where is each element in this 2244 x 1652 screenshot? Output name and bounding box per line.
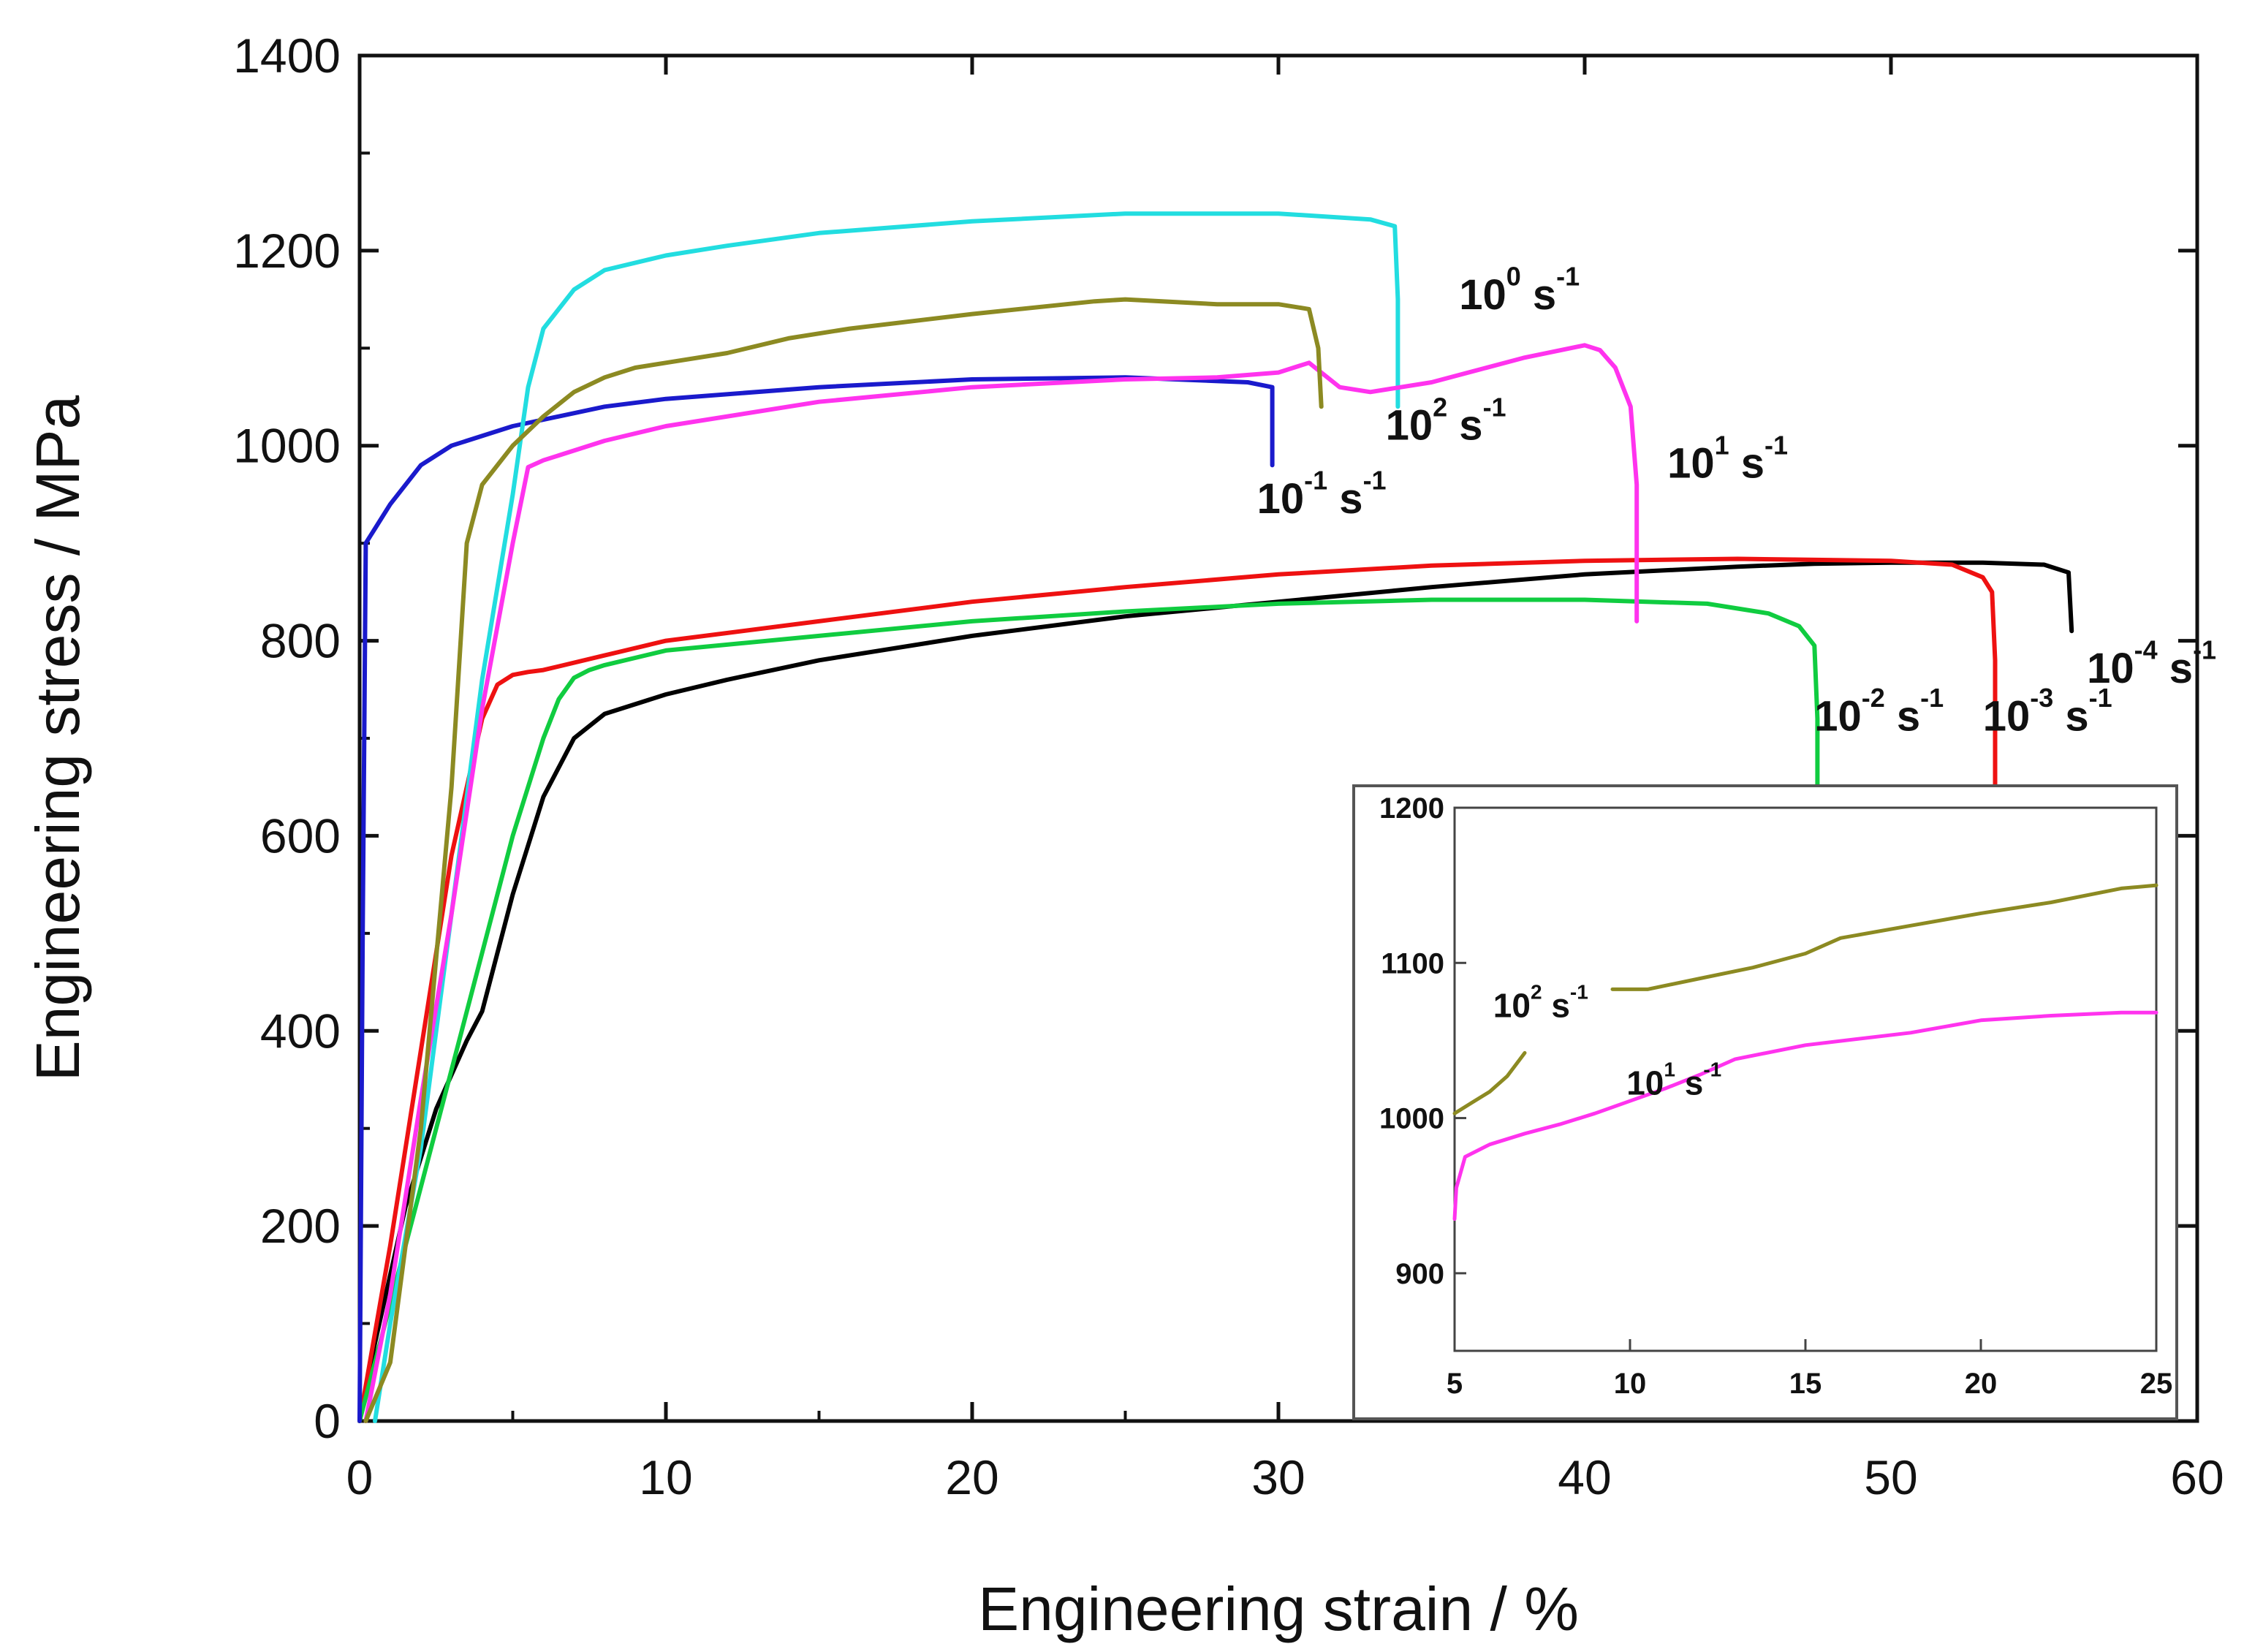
y-tick-label: 1000 — [233, 419, 341, 473]
inset-rate-label-0-exp: 2 — [1531, 980, 1542, 1003]
y-tick-label: 0 — [314, 1394, 341, 1448]
x-tick-label: 0 — [346, 1450, 374, 1504]
rate-label-0: 10-4 s-1 — [2087, 635, 2216, 692]
rate-label-3: 10-1 s-1 — [1257, 465, 1387, 522]
rate-label-3-unit: s — [1327, 475, 1362, 523]
y-axis-title: Engineering stress / MPa — [23, 395, 92, 1081]
rate-label-1-unit-exp: -1 — [2089, 683, 2112, 713]
x-tick-label: 50 — [1864, 1450, 1917, 1504]
x-tick-label: 40 — [1558, 1450, 1611, 1504]
rate-label-2: 10-2 s-1 — [1814, 683, 1944, 740]
rate-label-0-unit: s — [2158, 645, 2193, 692]
rate-label-2-unit: s — [1885, 692, 1920, 740]
inset-rate-label-0-unit: s — [1542, 987, 1570, 1025]
x-axis-title: Engineering strain / % — [978, 1575, 1579, 1643]
rate-label-3-exp: -1 — [1304, 465, 1327, 495]
rate-label-1: 10-3 s-1 — [1983, 683, 2112, 740]
rate-label-4-base: 10 — [1459, 271, 1506, 319]
series-line-5 — [363, 343, 1640, 1423]
inset-x-tick-label: 5 — [1447, 1368, 1463, 1400]
inset-series-line-0-1 — [1610, 883, 2158, 991]
rate-label-6: 102 s-1 — [1386, 392, 1506, 449]
x-tick-label: 20 — [945, 1450, 998, 1504]
inset-frame — [1352, 784, 2178, 1420]
rate-label-3-unit-exp: -1 — [1363, 465, 1387, 495]
inset-rate-label-0-base: 10 — [1493, 987, 1531, 1025]
series-line-2 — [357, 597, 1820, 1423]
y-tick-label: 400 — [260, 1004, 341, 1058]
x-tick-label: 60 — [2170, 1450, 2224, 1504]
series-line-6 — [363, 297, 1324, 1423]
x-tick-label: 10 — [639, 1450, 692, 1504]
rate-label-5-unit: s — [1729, 440, 1765, 488]
rate-label-6-exp: 2 — [1433, 392, 1447, 422]
rate-label-4-unit-exp: -1 — [1556, 262, 1580, 292]
inset-series-line-1-0 — [1452, 1010, 2158, 1221]
inset-rate-label-1-unit-exp: -1 — [1703, 1058, 1721, 1081]
inset-y-tick-label: 900 — [1395, 1258, 1444, 1290]
rate-label-2-unit-exp: -1 — [1920, 683, 1944, 713]
rate-label-4-unit: s — [1521, 271, 1556, 319]
rate-label-0-unit-exp: -1 — [2193, 635, 2216, 665]
rate-label-6-unit-exp: -1 — [1483, 392, 1506, 422]
rate-label-3-base: 10 — [1257, 475, 1305, 523]
rate-label-0-base: 10 — [2087, 645, 2134, 692]
rate-label-2-exp: -2 — [1862, 683, 1885, 713]
rate-label-6-base: 10 — [1386, 402, 1433, 450]
rate-label-1-exp: -3 — [2030, 683, 2053, 713]
rate-label-5-exp: 1 — [1715, 430, 1729, 460]
x-tick-label: 30 — [1251, 1450, 1305, 1504]
rate-label-5: 101 s-1 — [1667, 430, 1788, 487]
rate-label-2-base: 10 — [1814, 692, 1862, 740]
y-tick-label: 600 — [260, 808, 341, 863]
y-tick-label: 1200 — [233, 224, 341, 278]
inset-y-tick-label: 1000 — [1379, 1103, 1444, 1135]
inset-rate-label-1-base: 10 — [1626, 1064, 1664, 1102]
inset-x-tick-label: 25 — [2140, 1368, 2173, 1400]
inset-y-tick-label: 1200 — [1379, 792, 1444, 825]
inset-rate-label-0: 102 s-1 — [1493, 980, 1588, 1024]
rate-label-1-base: 10 — [1983, 692, 2031, 740]
rate-label-5-unit-exp: -1 — [1765, 430, 1788, 460]
rate-label-4: 100 s-1 — [1459, 262, 1580, 319]
y-tick-label: 1400 — [233, 29, 341, 83]
inset-x-tick-label: 20 — [1965, 1368, 1998, 1400]
inset-y-tick-label: 1100 — [1381, 947, 1444, 980]
inset-x-tick-label: 15 — [1789, 1368, 1822, 1400]
inset-rate-label-0-unit-exp: -1 — [1570, 980, 1588, 1003]
inset-rate-label-1: 101 s-1 — [1626, 1058, 1721, 1102]
main-plot: 0 10 20 30 40 50 600200400600800100012001400En… — [23, 29, 2224, 1643]
y-tick-label: 800 — [260, 614, 341, 668]
inset-series-line-0-0 — [1452, 1050, 1527, 1115]
rate-label-0-exp: -4 — [2134, 635, 2158, 665]
rate-label-1-unit: s — [2053, 692, 2088, 740]
rate-label-4-exp: 0 — [1506, 262, 1521, 292]
rate-label-6-unit: s — [1447, 402, 1482, 450]
inset-rate-label-1-exp: 1 — [1664, 1058, 1675, 1081]
inset-rate-label-1-unit: s — [1675, 1064, 1703, 1102]
inset-x-tick-label: 10 — [1614, 1368, 1647, 1400]
rate-label-5-base: 10 — [1667, 440, 1715, 488]
y-tick-label: 200 — [260, 1199, 341, 1253]
